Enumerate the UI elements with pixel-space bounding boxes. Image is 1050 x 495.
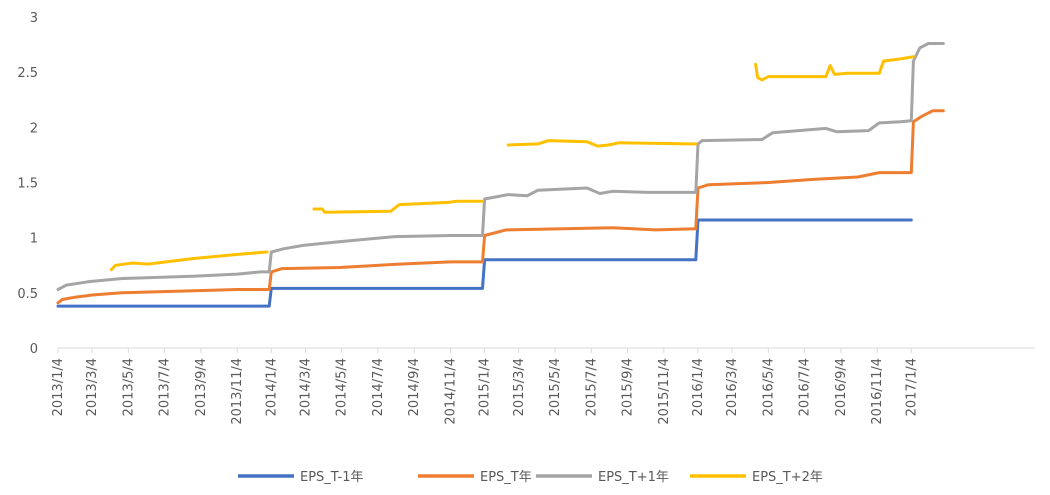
x-tick-label: 2016/9/4 — [834, 358, 849, 416]
x-tick-label: 2013/11/4 — [230, 358, 245, 425]
x-tick-label: 2015/5/4 — [548, 358, 563, 416]
x-tick-label: 2013/3/4 — [85, 358, 100, 416]
x-axis-tick-labels: 2013/1/4 2013/3/4 2013/5/4 2013/7/4 2013/9/4… — [51, 358, 919, 425]
y-tick-label: 0.5 — [17, 287, 38, 302]
x-tick-label: 2013/5/4 — [121, 358, 136, 416]
series-line — [56, 42, 945, 291]
x-tick-label: 2013/1/4 — [51, 358, 66, 416]
x-tick-label: 2015/3/4 — [512, 358, 527, 416]
y-tick-label: 3 — [30, 11, 38, 26]
x-tick-label: 2013/9/4 — [194, 358, 209, 416]
x-tick-label: 2016/5/4 — [761, 358, 776, 416]
y-tick-label: 0 — [30, 342, 38, 357]
x-axis-tickmarks — [57, 348, 912, 353]
x-tick-label: 2016/1/4 — [691, 358, 706, 416]
series-line — [754, 55, 915, 82]
series-line — [109, 250, 269, 272]
y-tick-label: 2.5 — [17, 66, 38, 81]
series-group — [56, 42, 945, 308]
x-tick-label: 2016/3/4 — [725, 358, 740, 416]
x-tick-label: 2016/11/4 — [870, 358, 885, 425]
x-tick-label: 2015/1/4 — [478, 358, 493, 416]
x-tick-label: 2014/1/4 — [264, 358, 279, 416]
legend: EPS_T-1年 EPS_T年 EPS_T+1年 EPS_T+2年 — [238, 470, 823, 485]
legend-label: EPS_T+1年 — [598, 470, 669, 485]
x-tick-label: 2014/9/4 — [407, 358, 422, 416]
x-tick-label: 2013/7/4 — [158, 358, 173, 416]
legend-label: EPS_T年 — [480, 470, 532, 485]
x-tick-label: 2014/5/4 — [335, 358, 350, 416]
x-tick-label: 2014/3/4 — [298, 358, 313, 416]
y-tick-label: 1 — [30, 232, 38, 247]
x-tick-label: 2014/7/4 — [371, 358, 386, 416]
series-line — [506, 139, 698, 148]
legend-label: EPS_T-1年 — [300, 470, 364, 485]
series-line — [56, 218, 913, 308]
y-tick-label: 2 — [30, 121, 38, 136]
y-tick-label: 1.5 — [17, 177, 38, 192]
x-tick-label: 2015/11/4 — [657, 358, 672, 425]
legend-label: EPS_T+2年 — [752, 470, 823, 485]
x-tick-label: 2014/11/4 — [444, 358, 459, 425]
y-axis-ticks: 0 0.5 1 1.5 2 2.5 3 — [17, 11, 38, 357]
series-line — [312, 199, 484, 214]
x-tick-label: 2017/1/4 — [904, 358, 919, 416]
x-tick-label: 2015/7/4 — [584, 358, 599, 416]
series-line — [56, 109, 945, 305]
x-tick-label: 2015/9/4 — [621, 358, 636, 416]
x-tick-label: 2016/7/4 — [798, 358, 813, 416]
